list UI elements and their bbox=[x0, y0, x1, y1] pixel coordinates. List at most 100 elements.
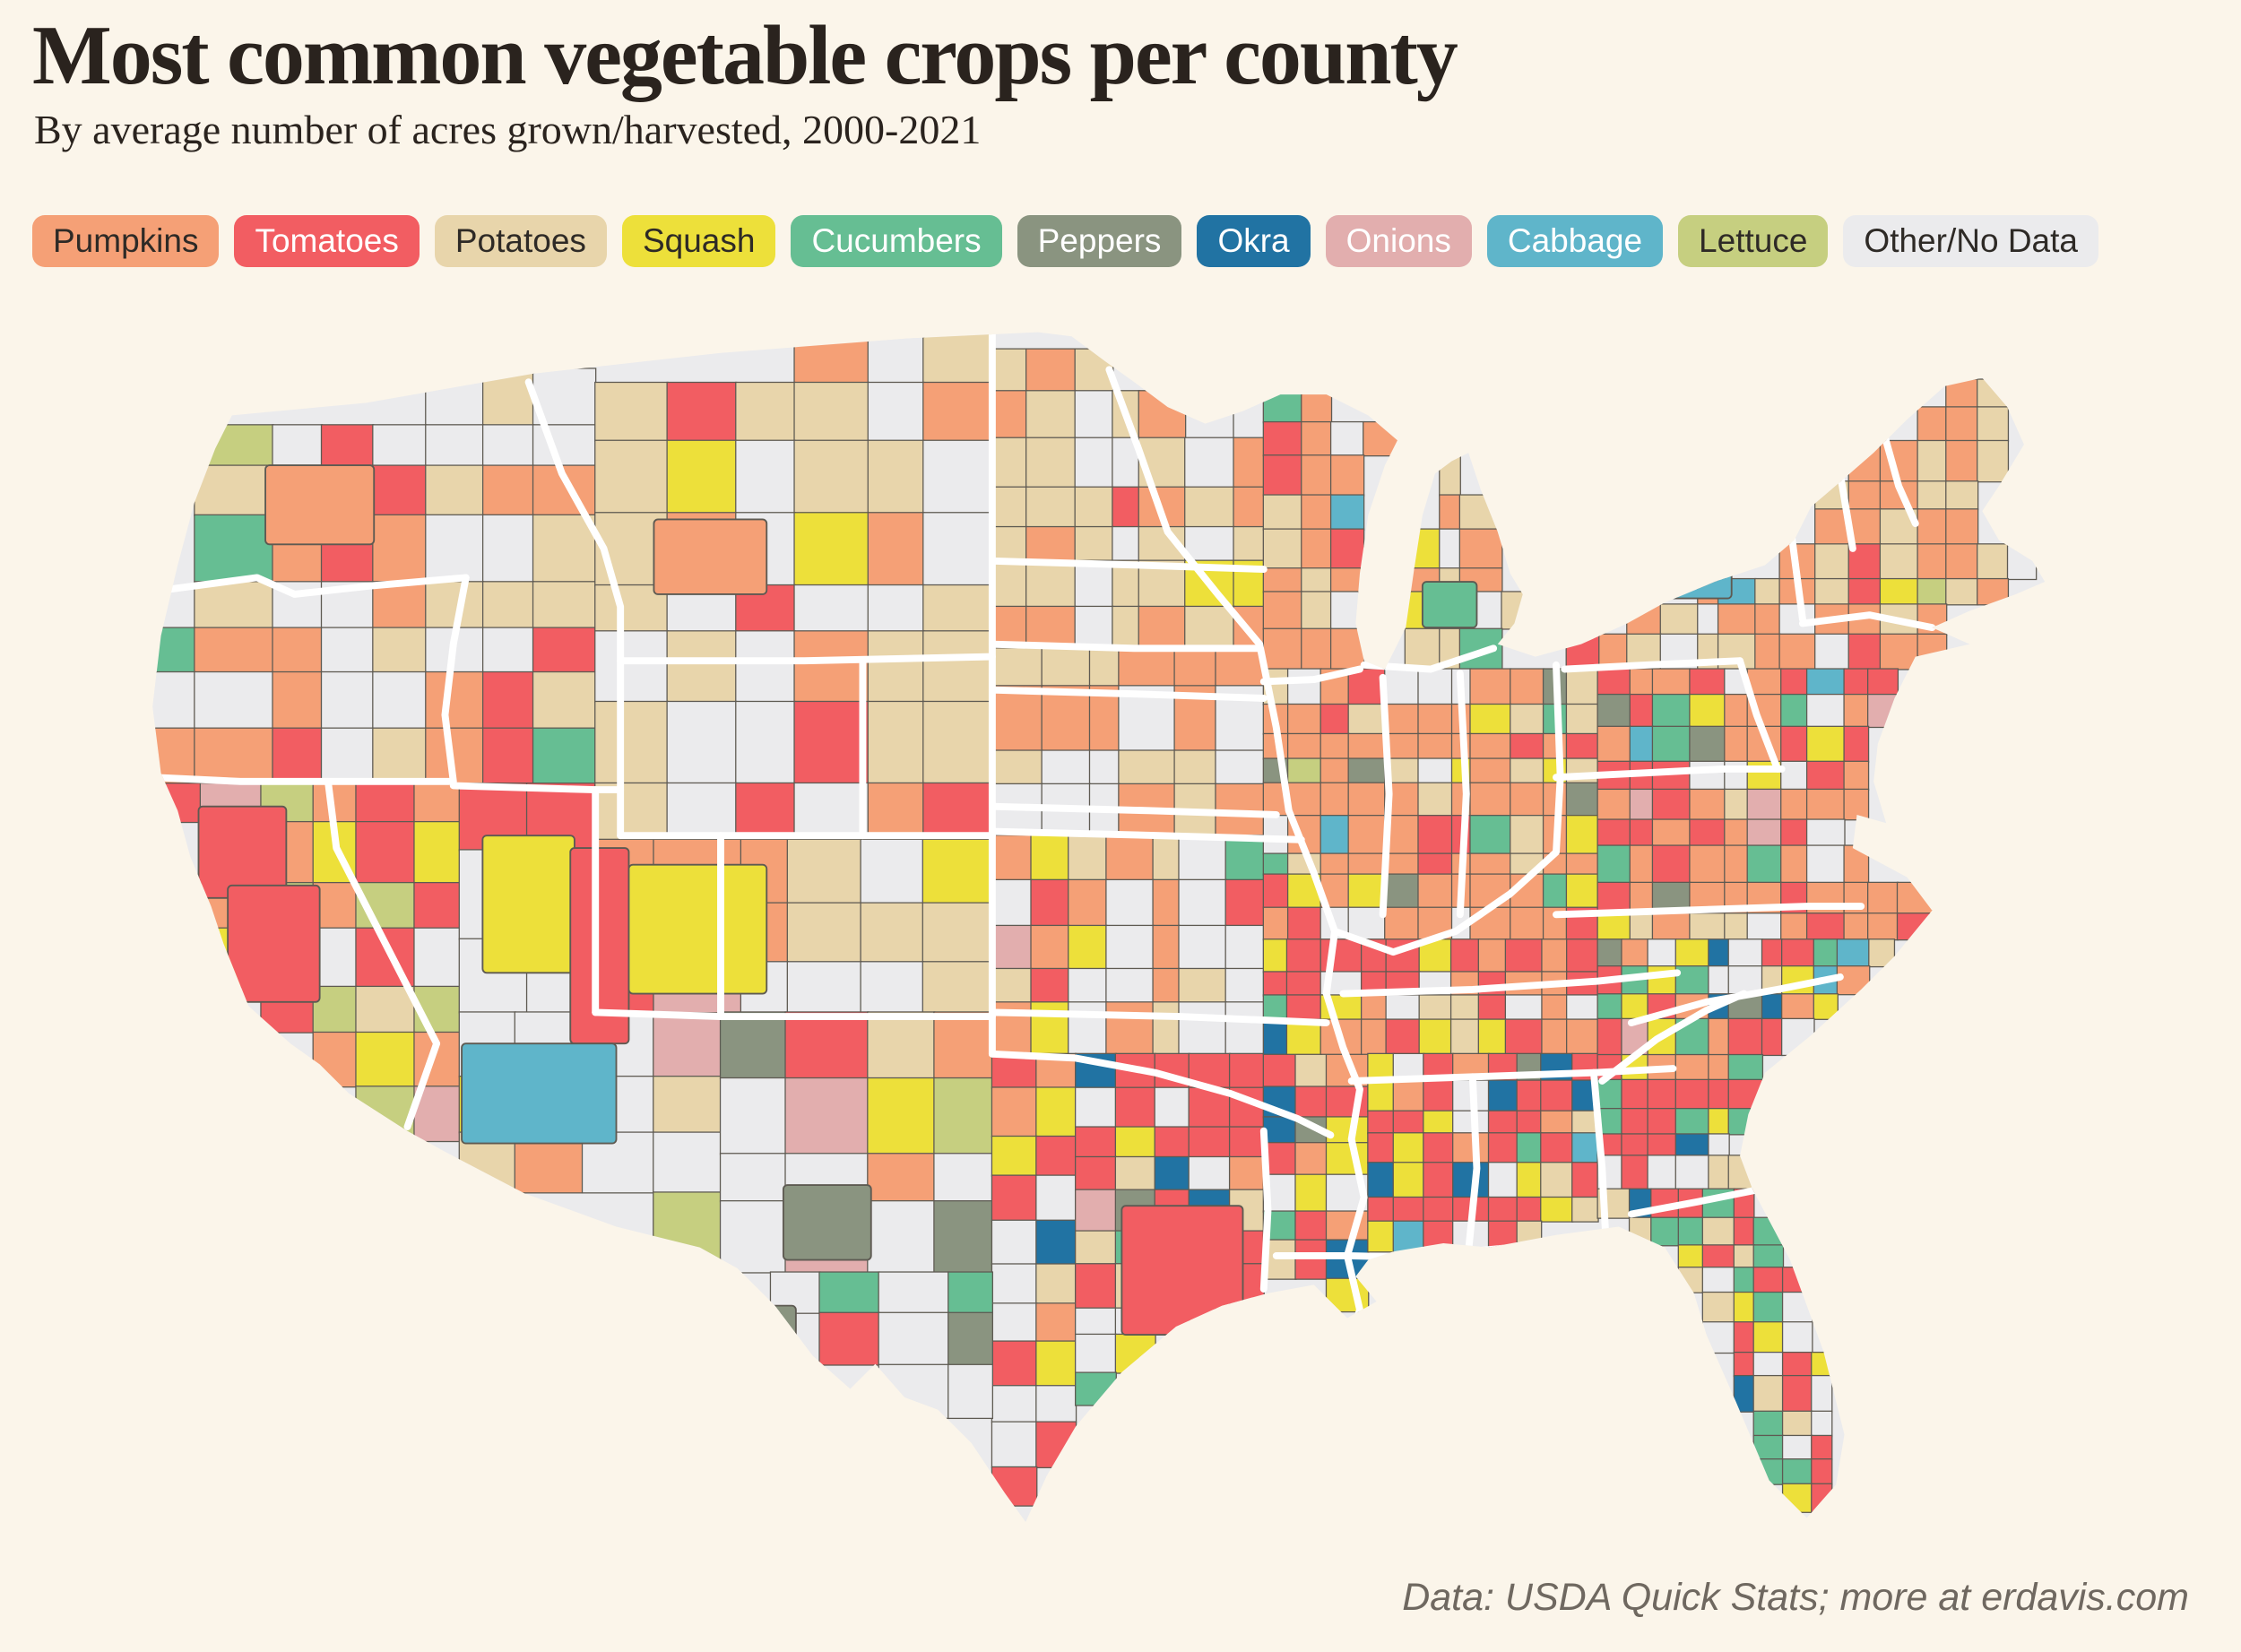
county-cell bbox=[1647, 1155, 1677, 1190]
ca-valley-tomato-b bbox=[227, 884, 321, 1003]
county-cell bbox=[818, 1311, 880, 1366]
county-cell bbox=[1516, 1110, 1543, 1135]
county-cell bbox=[1717, 603, 1757, 636]
county-cell bbox=[1477, 994, 1507, 1021]
county-cell bbox=[1781, 1351, 1813, 1378]
county-cell bbox=[1074, 1155, 1117, 1191]
county-cell bbox=[1708, 1133, 1730, 1157]
county-cell bbox=[1811, 1374, 1833, 1413]
county-cell bbox=[1843, 912, 1870, 941]
county-cell bbox=[1689, 912, 1726, 941]
county-cell bbox=[1301, 454, 1333, 497]
county-cell bbox=[1843, 788, 1870, 821]
county-cell bbox=[1847, 633, 1882, 670]
county-cell bbox=[1367, 1110, 1395, 1135]
county-cell bbox=[793, 381, 870, 442]
county-cell bbox=[1733, 1374, 1755, 1413]
county-cell bbox=[1843, 693, 1870, 729]
county-cell bbox=[867, 512, 925, 587]
county-cell bbox=[1805, 725, 1846, 763]
county-cell bbox=[1215, 647, 1265, 688]
county-cell bbox=[991, 1135, 1038, 1177]
county-cell bbox=[1733, 1216, 1755, 1247]
county-cell bbox=[1866, 912, 1899, 941]
county-cell bbox=[1301, 385, 1333, 424]
county-cell bbox=[1781, 1483, 1813, 1513]
county-cell bbox=[413, 820, 461, 885]
county-cell bbox=[793, 584, 870, 633]
county-cell bbox=[1752, 1291, 1785, 1324]
county-cell bbox=[1325, 1142, 1370, 1176]
county-cell bbox=[735, 700, 796, 785]
county-cell bbox=[1701, 1267, 1735, 1293]
county-cell bbox=[1813, 938, 1839, 968]
state-border-line bbox=[1379, 673, 1393, 919]
county-cell bbox=[1417, 873, 1453, 909]
county-cell bbox=[1367, 1132, 1395, 1164]
county-cell bbox=[1733, 1351, 1755, 1378]
county-cell bbox=[1510, 757, 1545, 784]
county-cell bbox=[1469, 703, 1512, 735]
county-cell bbox=[1286, 703, 1322, 735]
county-cell bbox=[1752, 1267, 1785, 1293]
county-cell bbox=[594, 439, 669, 515]
county-cell bbox=[481, 627, 535, 673]
county-cell bbox=[1629, 818, 1654, 847]
county-cell bbox=[1173, 647, 1217, 688]
county-cell bbox=[1868, 938, 1896, 968]
county-cell bbox=[1814, 543, 1850, 581]
county-cell bbox=[1035, 1340, 1077, 1388]
county-cell bbox=[1752, 1216, 1785, 1247]
legend-chip-peppers: Peppers bbox=[1017, 215, 1182, 267]
county-cell bbox=[1329, 454, 1365, 497]
county-cell bbox=[1329, 627, 1365, 670]
state-border-line bbox=[1736, 657, 1781, 773]
county-cell bbox=[1262, 938, 1289, 973]
county-cell bbox=[1347, 732, 1387, 760]
county-cell bbox=[1510, 815, 1545, 855]
state-border-line bbox=[1627, 1185, 1765, 1218]
county-cell bbox=[1746, 844, 1783, 884]
county-cell bbox=[1724, 844, 1749, 884]
county-cell bbox=[922, 630, 994, 703]
county-cell bbox=[991, 486, 1028, 529]
legend-chip-squash: Squash bbox=[621, 215, 776, 267]
county-cell bbox=[1596, 668, 1631, 696]
county-cell bbox=[1917, 508, 1948, 546]
county-cell bbox=[1674, 965, 1710, 996]
county-cell bbox=[1843, 844, 1870, 884]
county-cell bbox=[1805, 818, 1846, 847]
county-cell bbox=[1780, 818, 1809, 847]
state-border-line bbox=[152, 774, 454, 785]
county-cell bbox=[1501, 591, 1530, 630]
county-cell bbox=[666, 439, 738, 515]
county-cell bbox=[793, 512, 870, 587]
county-cell bbox=[878, 1311, 950, 1366]
tx-tomato-core bbox=[1120, 1205, 1244, 1336]
county-cell bbox=[1392, 1162, 1425, 1199]
page-title: Most common vegetable crops per county bbox=[32, 9, 1458, 102]
county-cell bbox=[1294, 1085, 1328, 1119]
legend-chip-label: Onions bbox=[1345, 222, 1451, 259]
county-cell bbox=[1329, 591, 1365, 630]
county-cell bbox=[532, 670, 597, 730]
county-cell bbox=[991, 559, 1028, 608]
legend-chip-pumpkins: Pumpkins bbox=[32, 215, 220, 267]
county-cell bbox=[1805, 668, 1846, 696]
county-cell bbox=[991, 924, 1033, 971]
county-cell bbox=[1449, 994, 1480, 1021]
county-cell bbox=[991, 1174, 1038, 1222]
county-cell bbox=[1847, 439, 1882, 483]
county-cell bbox=[1301, 567, 1333, 593]
county-cell bbox=[1114, 1126, 1156, 1159]
county-cell bbox=[1596, 818, 1631, 847]
county-cell bbox=[1367, 1162, 1395, 1199]
county-cell bbox=[1439, 454, 1461, 497]
county-cell bbox=[194, 727, 274, 785]
county-cell bbox=[1385, 1018, 1421, 1055]
county-cell bbox=[1035, 1385, 1077, 1423]
county-cell bbox=[921, 961, 994, 1014]
county-cell bbox=[1565, 703, 1599, 735]
county-cell bbox=[922, 512, 994, 587]
county-cell bbox=[1701, 1244, 1735, 1269]
